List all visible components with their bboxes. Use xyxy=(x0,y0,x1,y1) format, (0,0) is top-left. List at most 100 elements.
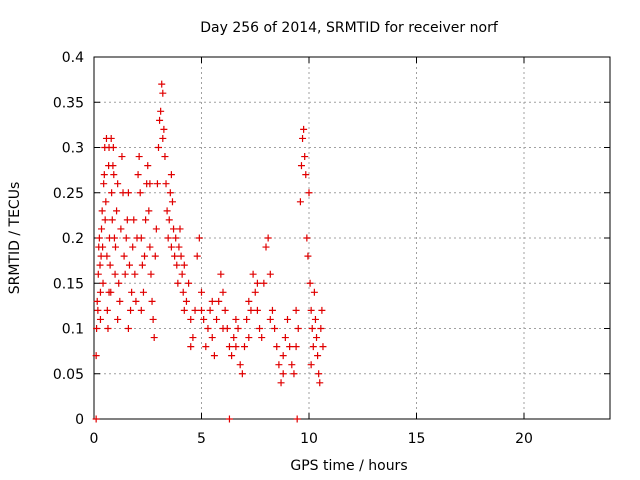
data-point xyxy=(110,171,118,179)
y-tick-label: 0 xyxy=(75,412,84,428)
data-point xyxy=(170,225,178,233)
data-point xyxy=(138,261,146,269)
data-point xyxy=(106,261,114,269)
data-point xyxy=(167,171,175,179)
y-axis-label: SRMTID / TECUs xyxy=(7,182,23,295)
data-point xyxy=(305,189,313,197)
data-point xyxy=(165,216,173,224)
data-point xyxy=(148,297,156,305)
data-point xyxy=(103,252,111,260)
data-point xyxy=(284,315,291,323)
data-point xyxy=(127,306,135,314)
data-point xyxy=(260,279,268,287)
data-point xyxy=(293,415,301,423)
data-point xyxy=(182,297,190,305)
data-point xyxy=(273,343,281,351)
x-tick-label: 15 xyxy=(408,431,426,447)
data-point xyxy=(149,315,157,323)
data-point xyxy=(249,270,257,278)
data-point xyxy=(113,207,121,215)
data-point xyxy=(153,180,161,188)
data-points xyxy=(92,80,327,423)
data-point xyxy=(316,379,324,387)
data-point xyxy=(309,343,317,351)
data-point xyxy=(164,234,172,242)
data-point xyxy=(266,315,274,323)
data-point xyxy=(137,306,145,314)
data-point xyxy=(314,352,322,360)
data-point xyxy=(307,361,315,369)
data-point xyxy=(122,234,130,242)
data-point xyxy=(318,306,326,314)
data-point xyxy=(146,180,154,188)
data-point xyxy=(125,261,133,269)
data-point xyxy=(189,334,197,342)
data-point xyxy=(163,207,171,215)
data-point xyxy=(166,189,174,197)
data-point xyxy=(253,306,261,314)
data-point xyxy=(101,216,109,224)
data-point xyxy=(96,261,104,269)
data-point xyxy=(206,306,214,314)
data-point xyxy=(131,270,139,278)
x-tick-label: 5 xyxy=(197,431,206,447)
data-point xyxy=(114,315,122,323)
data-point xyxy=(108,216,116,224)
data-point xyxy=(109,162,117,170)
data-point xyxy=(300,125,308,133)
data-point xyxy=(315,370,323,378)
data-point xyxy=(232,315,240,323)
data-point xyxy=(301,153,309,161)
data-point xyxy=(266,270,274,278)
data-point xyxy=(277,379,285,387)
data-point xyxy=(151,252,159,260)
data-point xyxy=(230,334,238,342)
data-point xyxy=(171,252,179,260)
data-point xyxy=(135,153,143,161)
data-point xyxy=(308,325,316,332)
data-point xyxy=(307,306,315,314)
data-point xyxy=(158,80,166,88)
data-point xyxy=(145,207,153,215)
data-point xyxy=(121,270,129,278)
data-point xyxy=(187,315,195,323)
data-point xyxy=(104,325,112,332)
data-point xyxy=(112,243,119,251)
data-point xyxy=(96,288,104,296)
data-point xyxy=(198,306,205,314)
data-point xyxy=(159,89,167,97)
data-point xyxy=(296,198,304,206)
data-point xyxy=(128,288,136,296)
data-point xyxy=(202,343,210,351)
data-point xyxy=(99,279,107,287)
data-point xyxy=(232,343,240,351)
data-point xyxy=(268,306,276,314)
data-point xyxy=(177,252,185,260)
data-point xyxy=(241,343,248,351)
data-point xyxy=(219,325,227,332)
data-point xyxy=(130,216,138,224)
x-tick-label: 10 xyxy=(300,431,318,447)
data-point xyxy=(200,315,208,323)
data-point xyxy=(247,306,255,314)
data-point xyxy=(115,279,123,287)
y-tick-label: 0.4 xyxy=(62,50,84,66)
data-point xyxy=(180,261,188,269)
data-point xyxy=(319,343,327,351)
data-point xyxy=(215,297,223,305)
data-point xyxy=(221,306,229,314)
data-point xyxy=(94,306,102,314)
data-point xyxy=(174,279,182,287)
data-point xyxy=(124,325,132,332)
data-point xyxy=(294,325,302,332)
data-point xyxy=(253,279,261,287)
data-point xyxy=(110,234,118,242)
data-point xyxy=(117,225,125,233)
data-point xyxy=(152,225,160,233)
y-tick-label: 0.1 xyxy=(62,322,84,338)
data-point xyxy=(129,243,137,251)
data-point xyxy=(111,270,119,278)
y-tick-label: 0.05 xyxy=(53,367,84,383)
data-point xyxy=(264,234,272,242)
